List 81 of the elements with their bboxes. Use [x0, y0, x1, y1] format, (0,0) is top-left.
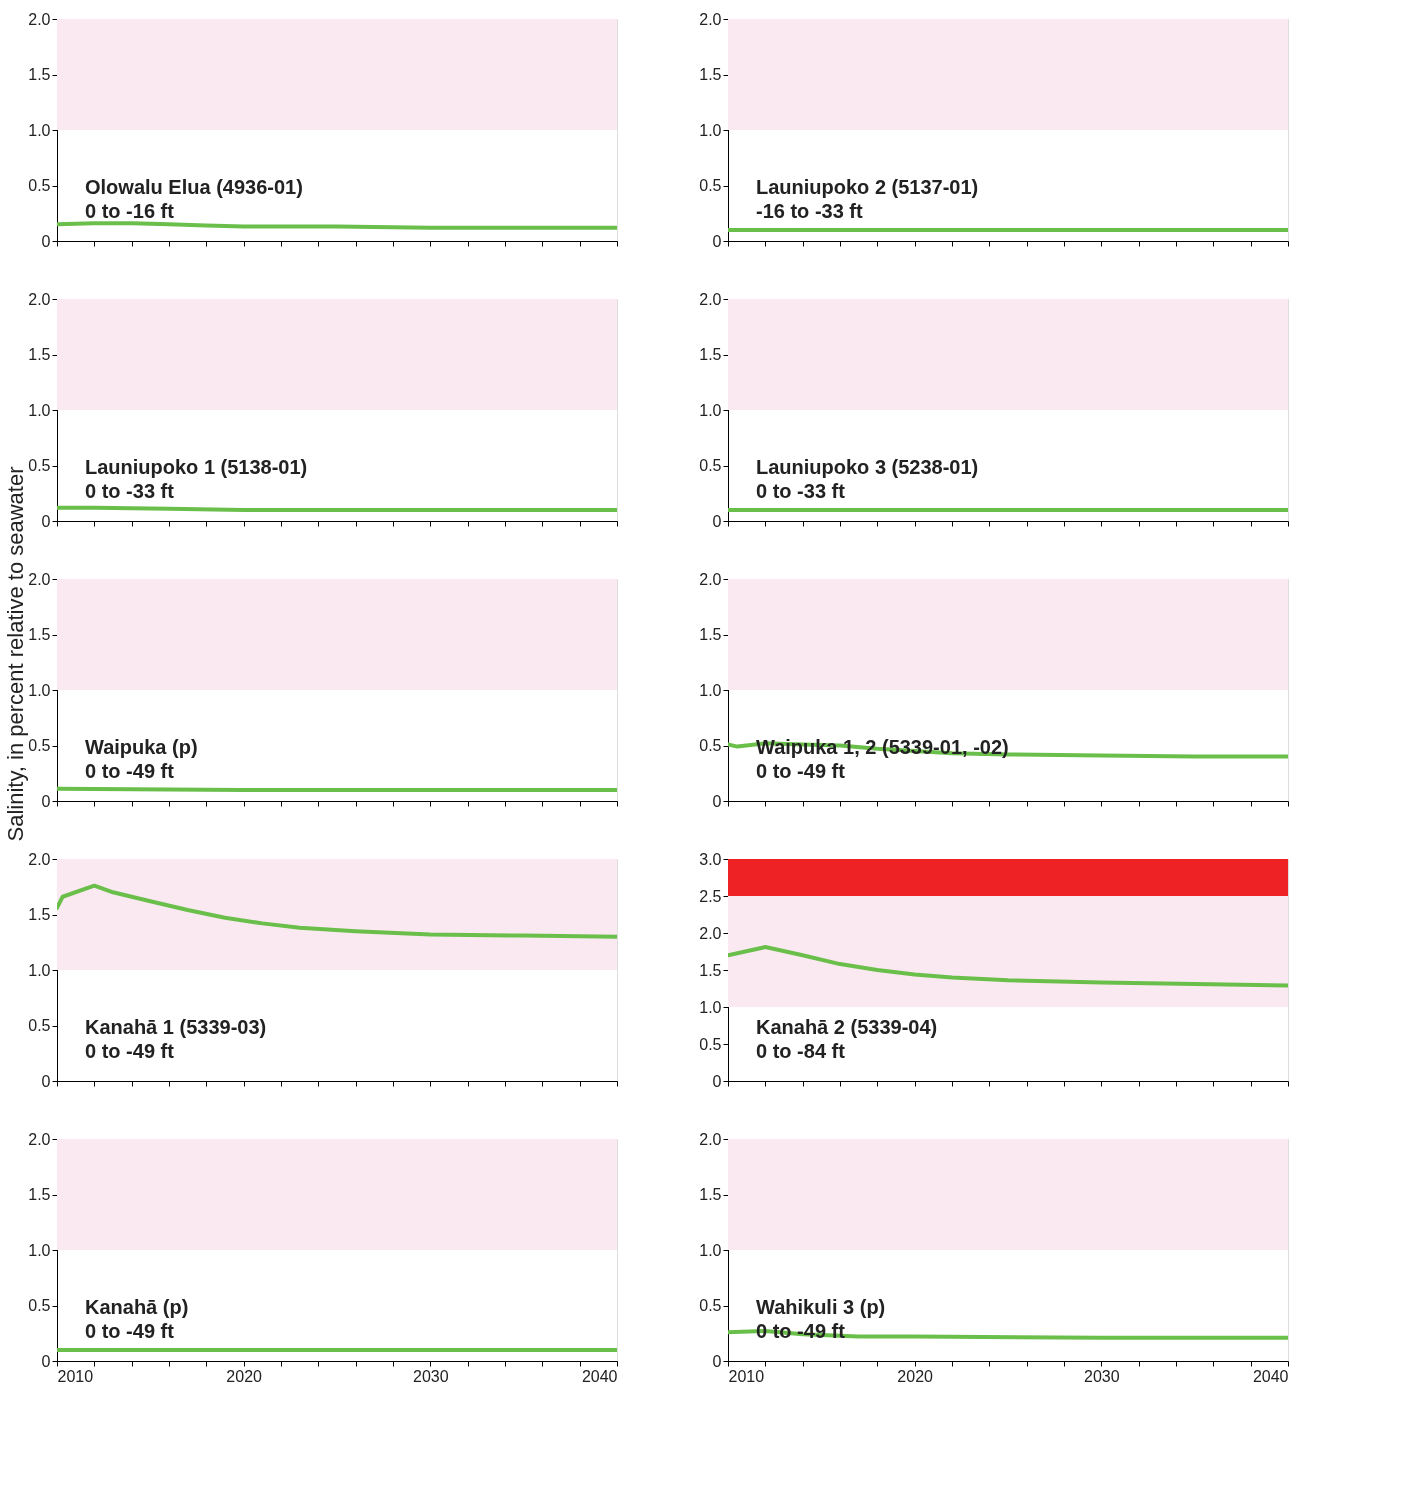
y-tick-label: 1.0: [28, 961, 51, 979]
annotation: Launiupoko 3 (5238-01): [756, 455, 979, 478]
line-series: [728, 945, 1288, 988]
y-tick-label: 0.5: [28, 457, 51, 474]
y-tick-label: 1.5: [28, 626, 51, 643]
y-tick-label: 2.0: [28, 570, 51, 588]
annotation: 0 to -49 ft: [85, 1320, 175, 1343]
y-tick-label: 0: [712, 792, 722, 810]
annotation: 0 to -84 ft: [756, 1040, 846, 1063]
line-series: [57, 883, 617, 939]
annotation: 0 to -33 ft: [85, 480, 175, 503]
x-tick-label: 2030: [413, 1367, 449, 1385]
x-tick-label: 2020: [897, 1367, 934, 1385]
y-tick-label: 0.5: [699, 457, 722, 474]
y-tick-label: 1.5: [28, 1186, 51, 1203]
y-tick-label: 0.5: [699, 1297, 722, 1314]
y-tick-label: 0.5: [699, 177, 722, 194]
x-tick-label: 2010: [728, 1367, 765, 1385]
y-tick-label: 1.0: [699, 1241, 722, 1259]
x-tick-label: 2040: [581, 1367, 618, 1385]
y-tick-label: 0: [41, 512, 51, 530]
y-tick-label: 2.0: [699, 1130, 722, 1148]
y-tick-label: 1.0: [28, 681, 51, 699]
x-tick-label: 2010: [57, 1367, 94, 1385]
annotation: Kanahā 1 (5339-03): [85, 1015, 267, 1038]
annotation: Wahikuli 3 (p): [756, 1295, 886, 1318]
y-tick-label: 1.5: [699, 626, 722, 643]
y-tick-label: 2.0: [28, 850, 51, 868]
annotation: -16 to -33 ft: [756, 200, 864, 223]
annotation: 0 to -49 ft: [85, 760, 175, 783]
y-tick-label: 0: [712, 1352, 722, 1370]
annotation: Kanahā (p): [85, 1295, 189, 1318]
y-tick-label: 0: [41, 792, 51, 810]
annotation: Kanahā 2 (5339-04): [756, 1015, 938, 1038]
y-tick-label: 2.5: [699, 887, 722, 905]
y-tick-label: 2.0: [699, 290, 722, 308]
y-tick-label: 0: [712, 232, 722, 250]
annotation: Olowalu Elua (4936-01): [85, 175, 303, 198]
y-tick-label: 0: [712, 512, 722, 530]
y-tick-label: 2.0: [28, 1130, 51, 1148]
x-tick-label: 2020: [226, 1367, 263, 1385]
y-tick-label: 1.0: [699, 681, 722, 699]
y-tick-label: 1.5: [699, 346, 722, 363]
annotation: 0 to -49 ft: [756, 760, 846, 783]
annotation: Launiupoko 2 (5137-01): [756, 175, 979, 198]
y-tick-label: 1.5: [699, 961, 722, 979]
y-tick-label: 1.5: [699, 66, 722, 83]
y-tick-label: 1.0: [28, 121, 51, 139]
y-tick-label: 0.5: [28, 1017, 51, 1034]
y-tick-label: 0: [41, 1072, 51, 1090]
y-tick-label: 1.5: [28, 906, 51, 923]
annotation: Launiupoko 1 (5138-01): [85, 455, 308, 478]
y-tick-label: 2.0: [28, 290, 51, 308]
annotation: 0 to -49 ft: [85, 1040, 175, 1063]
y-tick-label: 0.5: [699, 1035, 722, 1053]
y-tick-label: 0: [712, 1072, 722, 1090]
y-tick-label: 1.0: [699, 121, 722, 139]
annotation: 0 to -33 ft: [756, 480, 846, 503]
y-tick-label: 2.0: [699, 10, 722, 28]
y-tick-label: 0.5: [28, 1297, 51, 1314]
y-tick-label: 1.0: [28, 1241, 51, 1259]
y-tick-label: 1.0: [28, 401, 51, 419]
x-tick-label: 2030: [1084, 1367, 1120, 1385]
y-tick-label: 1.0: [699, 401, 722, 419]
annotation: 0 to -16 ft: [85, 200, 175, 223]
y-tick-label: 2.0: [28, 10, 51, 28]
y-tick-label: 1.5: [699, 1186, 722, 1203]
y-tick-label: 1.5: [28, 66, 51, 83]
y-tick-label: 0.5: [28, 177, 51, 194]
y-tick-label: 0: [41, 1352, 51, 1370]
y-tick-label: 0.5: [28, 737, 51, 754]
y-tick-label: 0.5: [699, 737, 722, 754]
y-tick-label: 0: [41, 232, 51, 250]
y-tick-label: 2.0: [699, 570, 722, 588]
y-tick-label: 3.0: [699, 850, 722, 868]
y-tick-label: 1.0: [699, 998, 722, 1016]
y-tick-label: 1.5: [28, 346, 51, 363]
annotation: Waipuka (p): [85, 735, 198, 758]
y-tick-label: 2.0: [699, 924, 722, 942]
x-tick-label: 2040: [1252, 1367, 1289, 1385]
y-axis-title: Salinity, in percent relative to seawater: [3, 466, 28, 842]
